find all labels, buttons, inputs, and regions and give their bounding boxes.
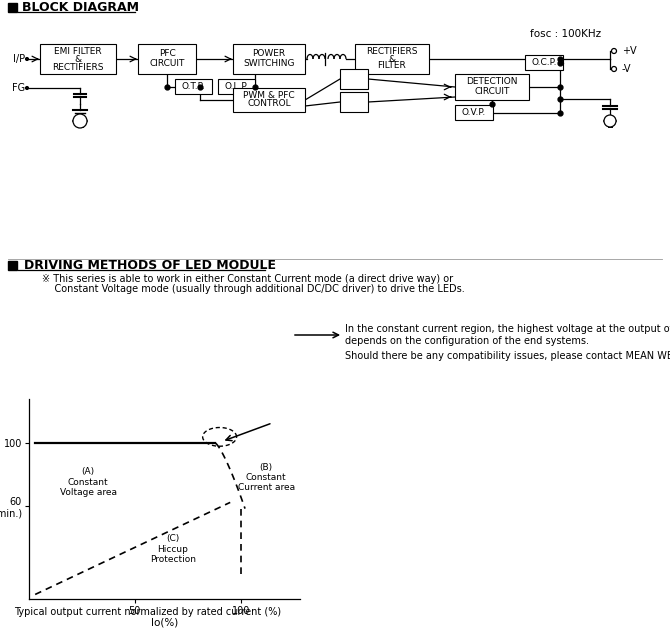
Text: DRIVING METHODS OF LED MODULE: DRIVING METHODS OF LED MODULE	[24, 259, 276, 272]
Text: (A)
Constant
Voltage area: (A) Constant Voltage area	[60, 467, 117, 497]
Circle shape	[604, 115, 616, 127]
Text: FG: FG	[12, 83, 25, 93]
Text: ※ This series is able to work in either Constant Current mode (a direct drive wa: ※ This series is able to work in either …	[42, 274, 453, 284]
Circle shape	[73, 114, 87, 128]
Text: (C)
Hiccup
Protection: (C) Hiccup Protection	[150, 534, 196, 564]
Text: depends on the configuration of the end systems.: depends on the configuration of the end …	[345, 336, 589, 346]
Text: O.V.P.: O.V.P.	[462, 108, 486, 117]
Text: SWITCHING: SWITCHING	[243, 60, 295, 68]
Text: I/P: I/P	[13, 54, 25, 64]
Text: &: &	[74, 55, 82, 63]
Circle shape	[612, 67, 616, 72]
Text: CIRCUIT: CIRCUIT	[149, 60, 185, 68]
Text: Constant Voltage mode (usually through additional DC/DC driver) to drive the LED: Constant Voltage mode (usually through a…	[42, 284, 465, 294]
Text: In the constant current region, the highest voltage at the output of the driver: In the constant current region, the high…	[345, 324, 670, 334]
Text: &: &	[389, 55, 395, 63]
Text: DETECTION: DETECTION	[466, 77, 518, 86]
Text: -V: -V	[622, 64, 632, 74]
Bar	[175, 79, 212, 94]
Circle shape	[612, 48, 616, 53]
Text: O.C.P.: O.C.P.	[531, 58, 557, 67]
Text: RECTIFIERS: RECTIFIERS	[366, 48, 418, 56]
Text: PWM & PFC: PWM & PFC	[243, 91, 295, 100]
Text: EMI FILTER: EMI FILTER	[54, 48, 102, 56]
Bar	[340, 69, 368, 89]
Text: RECTIFIERS: RECTIFIERS	[52, 63, 104, 72]
Text: BLOCK DIAGRAM: BLOCK DIAGRAM	[21, 1, 139, 14]
Bar	[340, 92, 368, 112]
Bar	[455, 105, 493, 120]
Text: Should there be any compatibility issues, please contact MEAN WELL.: Should there be any compatibility issues…	[345, 351, 670, 361]
Text: fosc : 100KHz: fosc : 100KHz	[530, 29, 601, 39]
Bar	[218, 79, 255, 94]
Text: O.T.P.: O.T.P.	[182, 82, 205, 91]
Text: Typical output current normalized by rated current (%): Typical output current normalized by rat…	[15, 607, 281, 617]
Bar	[138, 44, 196, 74]
Text: +V: +V	[622, 46, 636, 56]
Bar	[233, 44, 305, 74]
Text: CONTROL: CONTROL	[247, 100, 291, 108]
Text: CIRCUIT: CIRCUIT	[474, 87, 510, 96]
Circle shape	[25, 86, 29, 89]
Bar	[40, 44, 116, 74]
Bar	[233, 88, 305, 112]
Bar	[8, 3, 17, 12]
Text: FILTER: FILTER	[378, 61, 407, 70]
Bar	[8, 261, 17, 270]
Text: PFC: PFC	[159, 49, 176, 58]
Text: POWER: POWER	[253, 49, 285, 58]
Circle shape	[25, 58, 29, 60]
Bar	[355, 44, 429, 74]
X-axis label: Io(%): Io(%)	[151, 618, 178, 628]
Bar	[525, 55, 563, 70]
Text: O.L.P.: O.L.P.	[224, 82, 249, 91]
Bar	[455, 74, 529, 100]
Text: (B)
Constant
Current area: (B) Constant Current area	[238, 463, 295, 493]
